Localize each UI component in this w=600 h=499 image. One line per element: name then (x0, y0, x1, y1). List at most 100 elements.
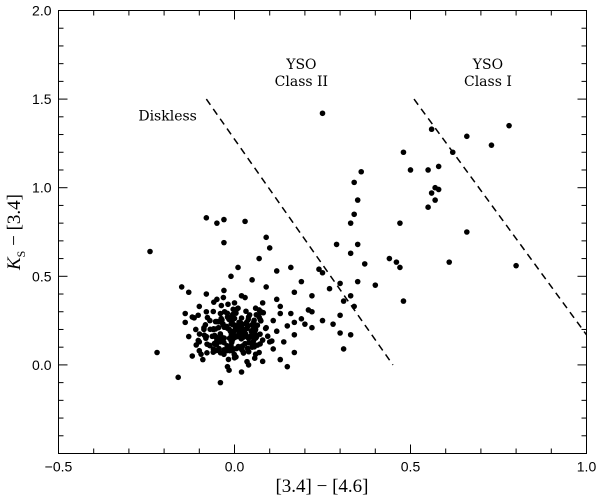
data-point (147, 248, 153, 255)
data-point (193, 342, 200, 348)
data-point (316, 266, 322, 273)
data-point (259, 358, 266, 365)
data-point (266, 245, 273, 251)
data-point (428, 126, 435, 133)
data-point (298, 316, 305, 322)
axis-ticks (58, 10, 587, 454)
data-point (217, 331, 224, 337)
data-point (244, 345, 251, 352)
data-point (291, 289, 298, 296)
region-label-line: Class II (275, 74, 328, 90)
data-point (488, 142, 495, 148)
y-tick-label: 0.5 (32, 268, 52, 284)
data-point (243, 308, 249, 315)
data-point (239, 329, 246, 336)
data-point (273, 296, 280, 303)
data-point (214, 318, 220, 325)
data-point (432, 197, 438, 203)
data-point (277, 356, 284, 363)
data-point (238, 315, 245, 321)
data-point (239, 343, 246, 349)
data-point (277, 310, 284, 317)
data-point (309, 308, 315, 315)
data-point (195, 312, 201, 319)
data-point (257, 309, 264, 315)
data-point (213, 334, 219, 340)
data-point (361, 261, 368, 267)
data-point (229, 347, 236, 354)
data-point (354, 278, 361, 285)
data-point (228, 273, 234, 280)
y-axis-title-subscript: S (14, 251, 28, 258)
boundary-line (205, 98, 394, 366)
data-point (242, 218, 248, 225)
data-point (319, 269, 326, 276)
boundary-line (413, 98, 588, 336)
data-point (218, 315, 224, 322)
data-point (231, 328, 237, 334)
data-point (185, 289, 192, 296)
data-point (302, 321, 308, 327)
region-label-line: YSO (472, 57, 503, 73)
data-point (221, 216, 227, 223)
data-point (182, 319, 189, 326)
data-point (233, 354, 239, 360)
data-point (351, 303, 357, 310)
data-point (513, 262, 519, 269)
data-point (291, 331, 298, 338)
region-label: YSO Class II (275, 57, 328, 90)
data-points (147, 110, 519, 386)
data-point (154, 349, 160, 356)
data-point (351, 211, 357, 218)
data-point (393, 259, 400, 265)
data-point (220, 294, 227, 301)
data-point (372, 282, 379, 288)
data-point (288, 310, 294, 317)
data-point (270, 317, 277, 324)
x-tick-label: 0.5 (401, 459, 421, 475)
data-point (284, 363, 291, 370)
y-tick-label: 2.0 (32, 3, 52, 19)
data-point (251, 355, 258, 361)
data-point (254, 342, 261, 348)
data-point (263, 284, 269, 290)
data-point (203, 308, 210, 315)
data-point (257, 316, 264, 323)
data-point (264, 333, 271, 340)
data-point (337, 312, 343, 319)
data-point (277, 303, 284, 310)
data-point (252, 327, 259, 334)
data-point (206, 342, 213, 349)
region-label-line: Class I (464, 74, 512, 90)
data-point (231, 300, 238, 306)
data-point (273, 328, 280, 335)
data-point (340, 346, 347, 352)
data-point (229, 339, 235, 346)
y-axis-title-rest: − [3.4] (4, 194, 25, 251)
data-point (178, 284, 185, 290)
data-point (196, 303, 203, 310)
data-point (196, 331, 203, 337)
data-point (397, 264, 403, 271)
data-point (215, 324, 222, 331)
data-point (221, 308, 228, 315)
data-point (203, 215, 210, 221)
data-point (221, 287, 227, 294)
data-point (221, 239, 227, 246)
data-point (230, 321, 237, 328)
data-point (245, 316, 252, 323)
data-point (358, 168, 365, 175)
y-tick-label: 1.0 (32, 180, 52, 196)
data-point (221, 324, 228, 331)
data-point (270, 346, 277, 352)
y-axis-title-main: K (4, 256, 25, 271)
data-point (211, 340, 218, 347)
data-point (464, 229, 470, 235)
data-point (207, 326, 213, 333)
data-point (425, 204, 431, 210)
data-point (218, 302, 225, 309)
data-point (217, 335, 224, 342)
data-point (217, 379, 224, 386)
data-point (347, 331, 354, 338)
